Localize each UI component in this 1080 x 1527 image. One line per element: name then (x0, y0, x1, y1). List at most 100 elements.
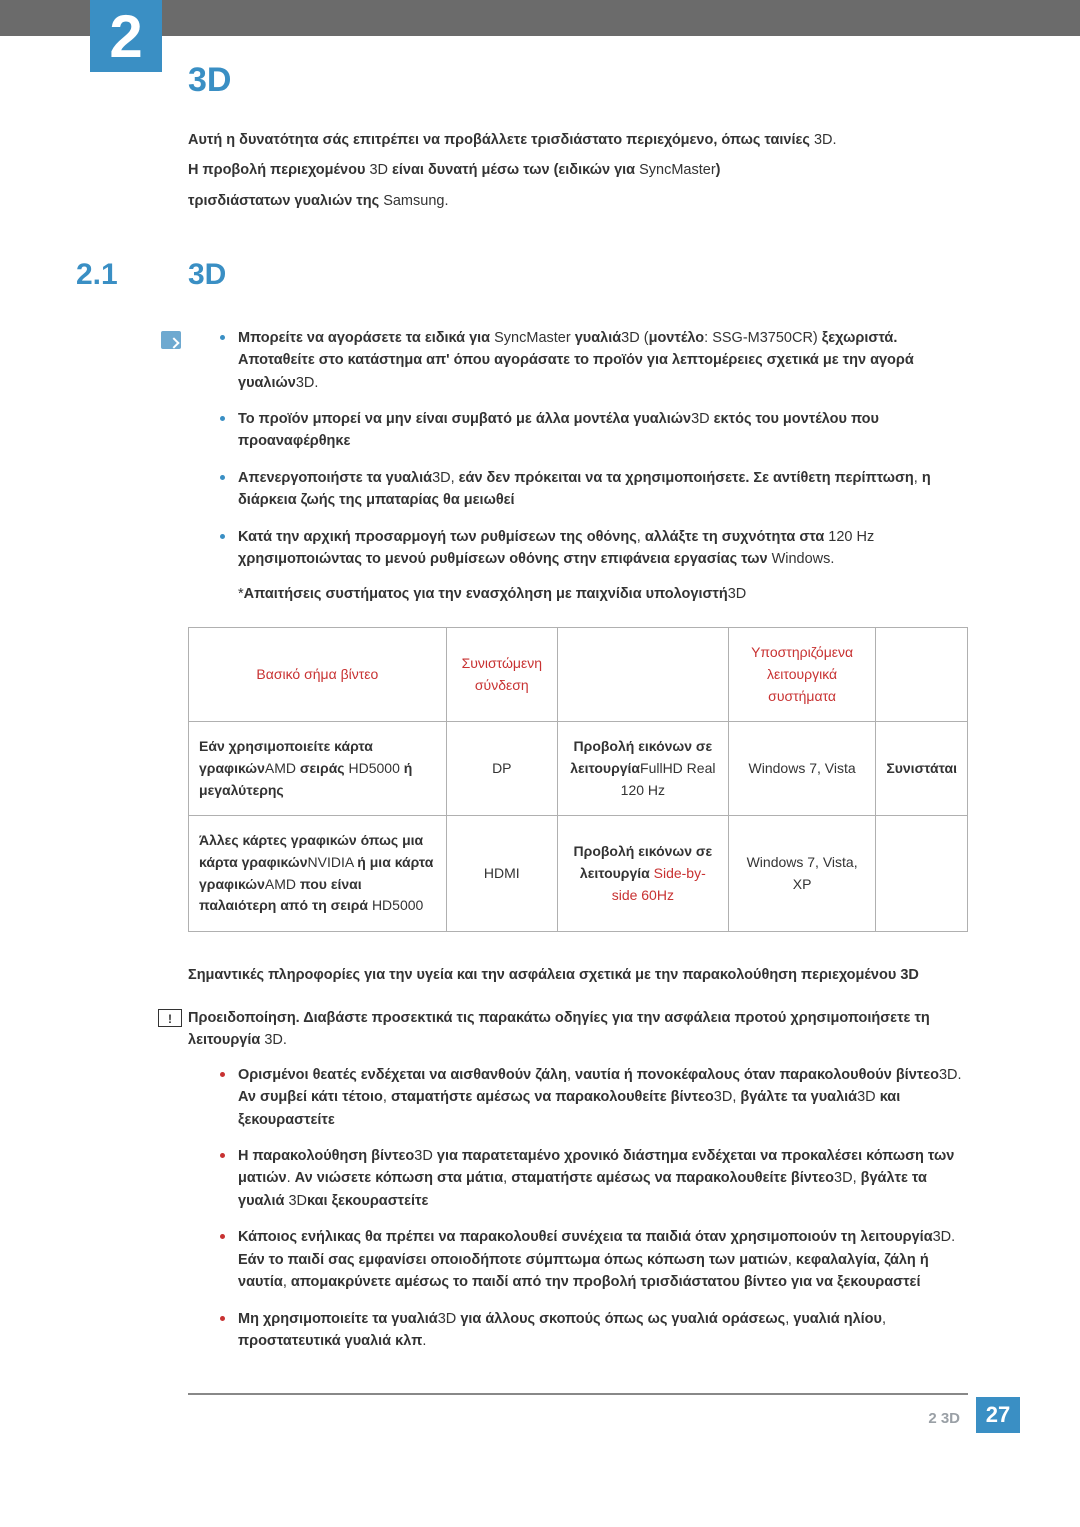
text-run: Απενεργοποιήστε τα γυαλιά (238, 470, 432, 486)
text-run: Απαιτήσεις συστήματος για την ενασχόληση… (244, 586, 728, 602)
table-cell: HDMI (446, 816, 557, 932)
note-item: Μπορείτε να αγοράσετε τα ειδικά για Sync… (238, 327, 968, 394)
table-header-row: Βασικό σήμα βίντεοΣυνιστώμενη σύνδεσηΥπο… (189, 628, 968, 722)
intro-brand: SyncMaster (639, 162, 716, 178)
text-run: . (287, 1170, 295, 1186)
table-header-cell (557, 628, 728, 722)
intro-line-2c: είναι δυνατή μέσω των (392, 162, 554, 178)
text-run: για άλλους σκοπούς όπως ως γυαλιά οράσεω… (460, 1311, 785, 1327)
text-run: σειράς (300, 760, 349, 776)
text-run: 3D, (714, 1089, 741, 1105)
intro-paren-open: (ειδικών για (554, 162, 640, 178)
page-number-badge: 27 (976, 1397, 1020, 1433)
text-run: Η παρακολούθηση βίντεο (238, 1148, 414, 1164)
text-run: NVIDIA (308, 854, 358, 870)
intro-line-2a: Η προβολή περιεχομένου (188, 162, 365, 178)
text-run: προστατευτικά γυαλιά κλπ (238, 1333, 422, 1349)
page-footer: 2 3D 27 (0, 1393, 1080, 1449)
note-item: Το προϊόν μπορεί να μην είναι συμβατό με… (238, 408, 968, 453)
table-cell: Εάν χρησιμοποιείτε κάρτα γραφικώνAMD σει… (189, 722, 447, 816)
text-run: 3D (414, 1148, 437, 1164)
warning-icon (158, 1009, 184, 1031)
text-run: Windows. (772, 551, 835, 567)
table-cell: Windows 7, Vista (728, 722, 875, 816)
table-body: Εάν χρησιμοποιείτε κάρτα γραφικώνAMD σει… (189, 722, 968, 932)
table-cell: Άλλες κάρτες γραφικών όπως μια κάρτα γρα… (189, 816, 447, 932)
table-cell (876, 816, 968, 932)
chapter-title: 3D (188, 54, 231, 107)
safety-heading-a: Σημαντικές πληροφορίες για την υγεία και… (188, 967, 896, 983)
note-item: *Απαιτήσεις συστήματος για την ενασχόλησ… (238, 583, 968, 605)
table-row: Εάν χρησιμοποιείτε κάρτα γραφικώνAMD σει… (189, 722, 968, 816)
text-run: , (882, 1311, 886, 1327)
text-run: HD5000 (372, 897, 423, 913)
text-run: 3D. (933, 1229, 956, 1245)
text-run: μοντέλο (649, 330, 705, 346)
text-run: 3D. (939, 1067, 962, 1083)
footer-rule (188, 1393, 968, 1395)
text-run: Κατά την αρχική προσαρμογή των ρυθμίσεων… (238, 529, 637, 545)
intro-paren-close: ) (716, 162, 721, 178)
warning-lead-b: 3D. (264, 1032, 287, 1048)
safety-heading-b: 3D (900, 967, 919, 983)
text-run: 120 Hz (828, 529, 874, 545)
chapter-header: 2 3D (0, 36, 1080, 107)
text-run: Ορισμένοι θεατές ενδέχεται να αισθανθούν… (238, 1067, 567, 1083)
chapter-bar (0, 0, 1080, 36)
text-run: , (914, 470, 922, 486)
compatibility-table: Βασικό σήμα βίντεοΣυνιστώμενη σύνδεσηΥπο… (188, 627, 968, 932)
text-run: 3D (438, 1311, 461, 1327)
text-run: Εάν το παιδί σας εμφανίσει οποιοδήποτε σ… (238, 1252, 788, 1268)
notes-block: Μπορείτε να αγοράσετε τα ειδικά για Sync… (188, 327, 968, 606)
text-run: γυαλιά (575, 330, 621, 346)
intro-line-1: Αυτή η δυνατότητα σάς επιτρέπει να προβά… (188, 132, 810, 148)
text-run: σταματήστε αμέσως να παρακολουθείτε βίντ… (511, 1170, 834, 1186)
text-run: Το προϊόν μπορεί να μην είναι συμβατό με… (238, 411, 691, 427)
text-run: ναυτία ή πονοκέφαλους όταν παρακολουθούν… (575, 1067, 939, 1083)
text-run: Μπορείτε να αγοράσετε τα ειδικά για (238, 330, 494, 346)
safety-item: Μη χρησιμοποιείτε τα γυαλιά3D για άλλους… (238, 1308, 968, 1353)
text-run: . (422, 1333, 426, 1349)
table-cell: Προβολή εικόνων σε λειτουργίαFullHD Real… (557, 722, 728, 816)
intro-line-3: τρισδιάστατων γυαλιών της (188, 193, 383, 209)
table-cell: DP (446, 722, 557, 816)
text-run: 3D (728, 586, 747, 602)
note-icon (158, 329, 184, 351)
text-run: Συνιστάται (886, 760, 957, 776)
text-run: , (788, 1252, 796, 1268)
table-header-cell: Υποστηριζόμενα λειτουργικά συστήματα (728, 628, 875, 722)
table-row: Άλλες κάρτες γραφικών όπως μια κάρτα γρα… (189, 816, 968, 932)
text-run: , (637, 529, 645, 545)
table-header-cell (876, 628, 968, 722)
text-run: SyncMaster (494, 330, 575, 346)
section-number: 2.1 (76, 252, 188, 299)
text-run: , (383, 1089, 391, 1105)
notes-list: Μπορείτε να αγοράσετε τα ειδικά για Sync… (238, 327, 968, 606)
chapter-number-badge: 2 (90, 0, 162, 72)
safety-list: Ορισμένοι θεατές ενδέχεται να αισθανθούν… (238, 1064, 968, 1353)
note-item: Απενεργοποιήστε τα γυαλιά3D, εάν δεν πρό… (238, 467, 968, 512)
text-run: 3D (288, 1193, 307, 1209)
text-run: , (283, 1274, 291, 1290)
footer-label: 2 3D (928, 1407, 960, 1430)
text-run: AMD (265, 760, 300, 776)
text-run: χρησιμοποιώντας το μενού ρυθμίσεων οθόνη… (238, 551, 772, 567)
text-run: 3D ( (621, 330, 648, 346)
text-run: εάν δεν πρόκειται να τα χρησιμοποιήσετε.… (459, 470, 914, 486)
text-run: 3D (857, 1089, 880, 1105)
note-item: Κατά την αρχική προσαρμογή των ρυθμίσεων… (238, 526, 968, 571)
intro-line-1-tail: 3D. (814, 132, 837, 148)
intro-line-2b: 3D (369, 162, 388, 178)
text-run: Αν νιώσετε κόπωση στα μάτια (295, 1170, 504, 1186)
warning-lead-a: Προειδοποίηση. Διαβάστε προσεκτικά τις π… (188, 1010, 930, 1048)
table-cell: Συνιστάται (876, 722, 968, 816)
text-run: Αν συμβεί κάτι τέτοιο (238, 1089, 383, 1105)
safety-item: Ορισμένοι θεατές ενδέχεται να αισθανθούν… (238, 1064, 968, 1131)
chapter-intro: Αυτή η δυνατότητα σάς επιτρέπει να προβά… (188, 129, 968, 212)
text-run: αλλάξτε τη συχνότητα στα (645, 529, 828, 545)
text-run: απομακρύνετε αμέσως το παιδί από την προ… (291, 1274, 921, 1290)
text-run: 3D. (296, 375, 319, 391)
text-run: : SSG-M3750CR) (704, 330, 822, 346)
safety-heading: Σημαντικές πληροφορίες για την υγεία και… (188, 964, 968, 986)
safety-item: Κάποιος ενήλικας θα πρέπει να παρακολουθ… (238, 1226, 968, 1293)
